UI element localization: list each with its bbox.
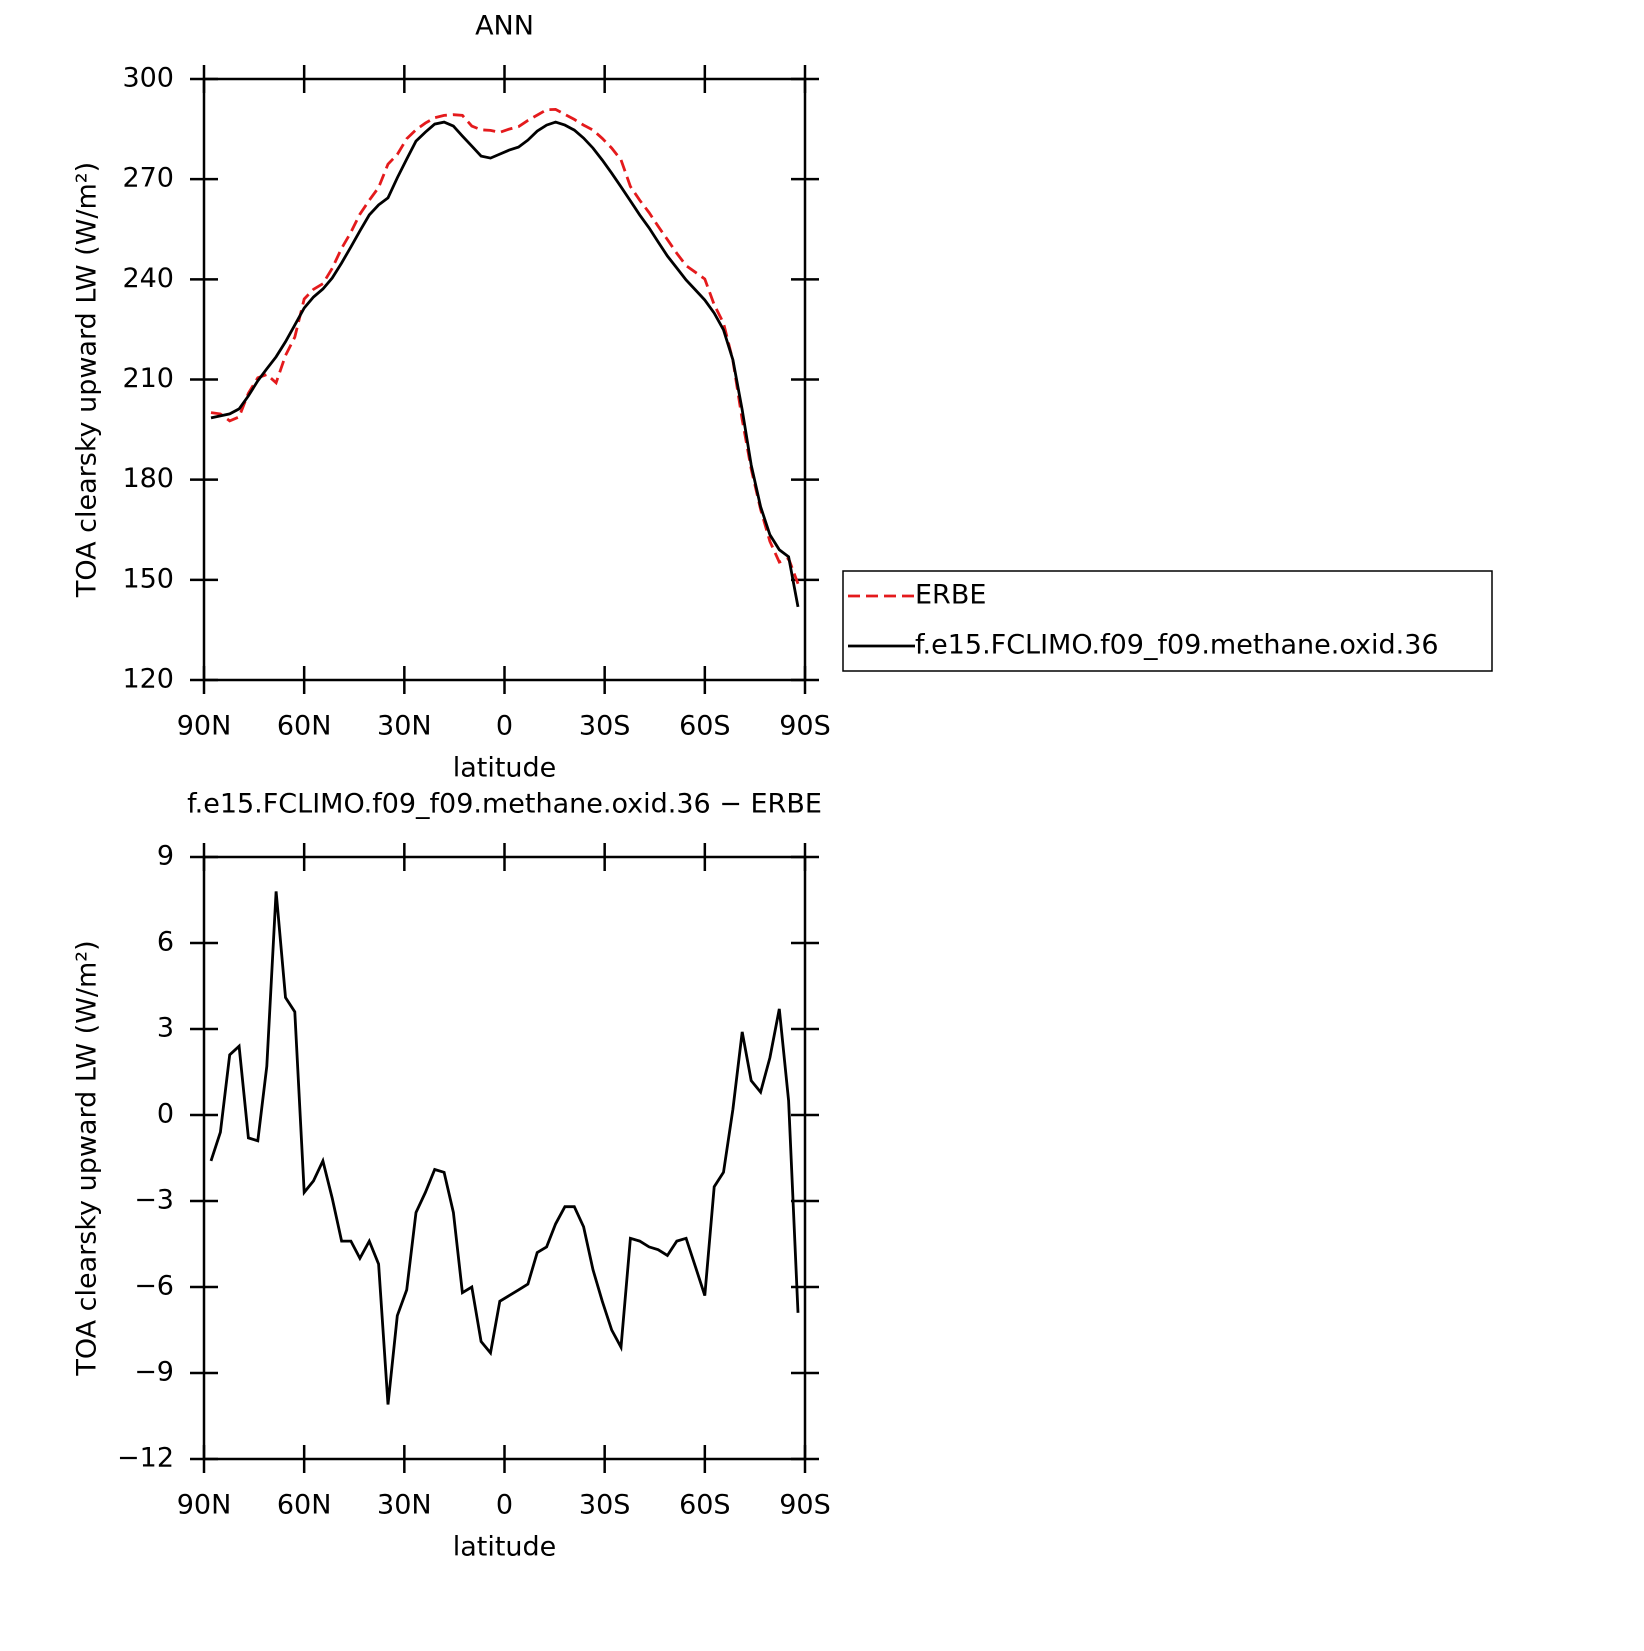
y-tick-label: 270	[122, 163, 174, 194]
x-tick-label: 90S	[779, 1490, 831, 1521]
x-tick-label: 30N	[377, 1490, 432, 1521]
x-tick-label: 60S	[679, 711, 731, 742]
data-line	[210, 107, 800, 585]
plot-frame	[202, 77, 807, 682]
y-tick-label: 3	[157, 1013, 174, 1044]
y-tick-label: −6	[134, 1271, 174, 1302]
chart-title: ANN	[475, 11, 534, 42]
x-tick-label: 0	[496, 711, 513, 742]
legend-box	[842, 570, 1493, 672]
y-tick-label: 6	[157, 927, 174, 958]
legend-label: ERBE	[915, 580, 986, 611]
y-tick-label: 300	[122, 63, 174, 94]
x-tick-label: 60S	[679, 1490, 731, 1521]
x-tick-label: 90N	[177, 1490, 232, 1521]
y-tick-label: 9	[157, 841, 174, 872]
y-axis-label: TOA clearsky upward LW (W/m²)	[72, 940, 103, 1376]
x-axis-label: latitude	[453, 1532, 557, 1563]
legend-label: f.e15.FCLIMO.f09_f09.methane.oxid.36	[915, 630, 1439, 661]
y-tick-label: −3	[134, 1185, 174, 1216]
y-tick-label: 0	[157, 1099, 174, 1130]
y-axis-label: TOA clearsky upward LW (W/m²)	[72, 162, 103, 598]
data-line	[210, 120, 800, 608]
y-tick-label: 120	[122, 664, 174, 695]
x-tick-label: 30S	[579, 711, 631, 742]
y-tick-label: 210	[122, 363, 174, 394]
x-axis-label: latitude	[453, 753, 557, 784]
x-tick-label: 30N	[377, 711, 432, 742]
chart-title: f.e15.FCLIMO.f09_f09.methane.oxid.36 − E…	[187, 789, 822, 820]
y-tick-label: −12	[117, 1443, 174, 1474]
y-tick-label: 180	[122, 463, 174, 494]
x-tick-label: 60N	[277, 711, 332, 742]
y-tick-label: 240	[122, 263, 174, 294]
y-tick-label: 150	[122, 563, 174, 594]
x-tick-label: 90S	[779, 711, 831, 742]
data-line	[209, 891, 800, 1405]
x-tick-label: 60N	[277, 1490, 332, 1521]
y-tick-label: −9	[134, 1357, 174, 1388]
x-tick-label: 0	[496, 1490, 513, 1521]
plot-frame	[202, 855, 807, 1461]
x-tick-label: 30S	[579, 1490, 631, 1521]
x-tick-label: 90N	[177, 711, 232, 742]
